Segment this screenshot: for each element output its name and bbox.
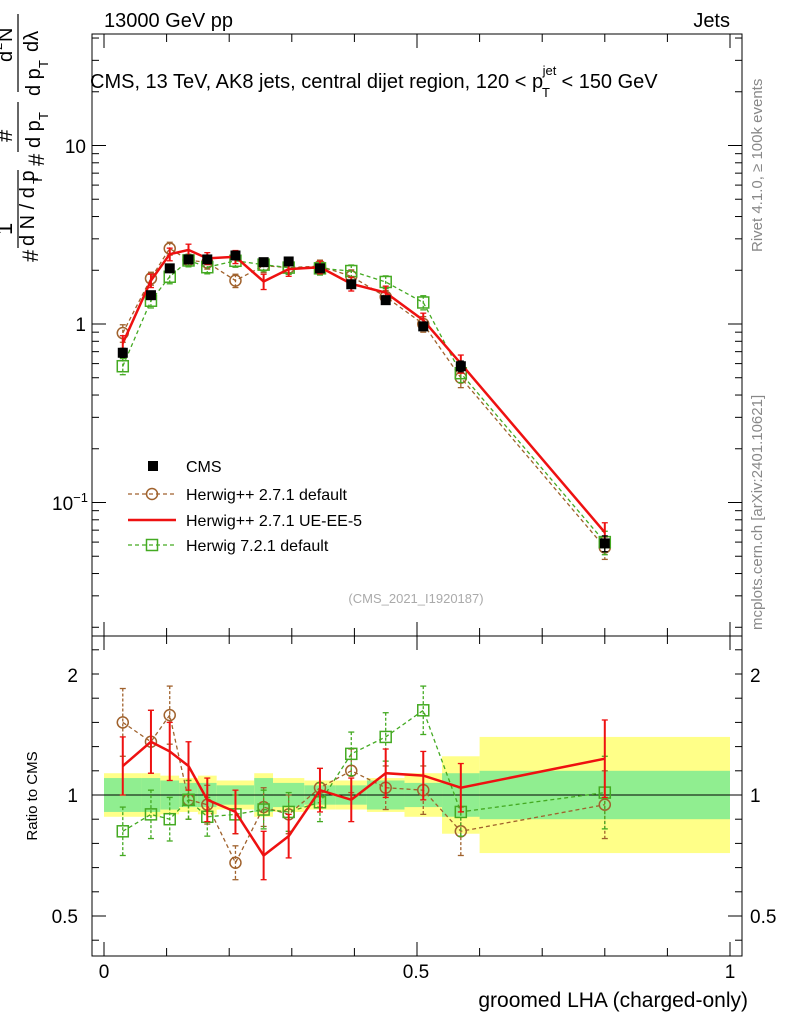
- svg-text:T: T: [30, 176, 45, 184]
- main-cms-point: [183, 254, 194, 265]
- svg-text:d N / d p: d N / d p: [17, 170, 39, 246]
- main-cms-point: [418, 321, 429, 332]
- main-cms-point: [283, 256, 294, 267]
- ratio-herwig7-default-point: [345, 747, 358, 761]
- main-cms-point: [258, 257, 269, 268]
- svg-text:N: N: [0, 28, 17, 42]
- main-cms-point: [202, 254, 213, 265]
- legend-label-herwig7: Herwig 7.2.1 default: [186, 538, 329, 555]
- analysis-watermark: (CMS_2021_I1920187): [348, 591, 483, 606]
- main-herwig7-default-line: [122, 259, 606, 543]
- svg-text:T: T: [36, 60, 51, 68]
- main-cms-point: [230, 250, 241, 261]
- title-pt-sup: jet: [542, 63, 557, 78]
- x-tick-1: 1: [725, 962, 736, 983]
- x-axis-label: groomed LHA (charged-only): [478, 989, 748, 1012]
- legend-marker-herwigpp-default: [145, 487, 159, 501]
- svg-text:#: #: [24, 153, 49, 166]
- ratio-ytick-05-right: 0.5: [750, 907, 776, 928]
- main-cms-point: [380, 295, 391, 306]
- title-pt-sub: T: [542, 85, 550, 100]
- ratio-herwigpp-default-point: [116, 716, 130, 729]
- main-cms-point: [455, 361, 466, 372]
- title-tail: < 150 GeV: [561, 71, 658, 93]
- main-cms-point: [145, 290, 156, 301]
- ratio-herwigpp-default-point: [345, 764, 358, 778]
- x-tick-05: 0.5: [403, 962, 429, 983]
- svg-text:d: d: [0, 51, 17, 62]
- ratio-ytick-1-right: 1: [750, 786, 761, 807]
- ratio-ytick-1: 1: [67, 786, 78, 807]
- main-herwigpp-ueee5-line: [121, 248, 606, 534]
- svg-text:#: #: [0, 129, 17, 142]
- ratio-ytick-2-right: 2: [750, 666, 761, 687]
- ratio-herwig7-default-point: [379, 730, 392, 744]
- legend: CMS Herwig++ 2.7.1 default Herwig++ 2.7.…: [128, 459, 362, 555]
- category-label: Jets: [693, 10, 730, 32]
- svg-text:d p: d p: [23, 68, 45, 96]
- main-herwigpp-default-point: [229, 274, 242, 287]
- svg-text:d p: d p: [23, 120, 45, 148]
- energy-label: 13000 GeV pp: [104, 10, 233, 32]
- main-cms-point: [314, 263, 325, 274]
- main-series-layer: [116, 241, 612, 561]
- legend-label-herwigpp-default: Herwig++ 2.7.1 default: [186, 487, 348, 504]
- main-herwig7-default-point: [417, 296, 430, 309]
- ratio-series-layer: [116, 685, 612, 881]
- ratio-herwig7-default-point: [116, 825, 130, 838]
- ratio-ytick-2: 2: [67, 666, 78, 687]
- source-label: mcplots.cern.ch [arXiv:2401.10621]: [749, 395, 766, 630]
- ratio-herwigpp-default-point: [229, 856, 242, 870]
- legend-marker-herwig7: [145, 538, 159, 552]
- svg-text:2: 2: [0, 43, 5, 50]
- ratio-ylabel: Ratio to CMS: [24, 751, 41, 840]
- main-ytick-1: 1: [75, 315, 86, 336]
- axes-layer: [91, 33, 743, 957]
- title-main: CMS, 13 TeV, AK8 jets, central dijet reg…: [90, 71, 526, 93]
- svg-text:#: #: [18, 249, 43, 262]
- main-ytick-10: 10: [65, 137, 86, 158]
- legend-label-herwigpp-ueee5: Herwig++ 2.7.1 UE-EE-5: [186, 513, 362, 530]
- main-ytick-01: 10−1: [52, 490, 88, 515]
- rivet-label: Rivet 4.1.0, ≥ 100k events: [749, 79, 766, 252]
- svg-text:T: T: [36, 112, 51, 120]
- main-cms-point: [117, 347, 128, 358]
- chart-title: CMS, 13 TeV, AK8 jets, central dijet reg…: [90, 58, 658, 102]
- legend-label-cms: CMS: [186, 459, 222, 476]
- main-cms-point: [346, 279, 357, 290]
- legend-marker-cms: [148, 461, 158, 471]
- main-cms-point: [599, 538, 610, 549]
- ratio-herwigpp-ueee5-line: [121, 740, 606, 858]
- ratio-herwig7-default-point: [144, 808, 158, 821]
- main-cms-point: [164, 263, 175, 274]
- ratio-herwig7-default-point: [417, 704, 430, 717]
- ratio-herwig7-default-point: [182, 793, 195, 807]
- main-herwigpp-default-line: [122, 247, 606, 548]
- svg-text:dλ: dλ: [21, 31, 43, 52]
- svg-text:1: 1: [0, 223, 17, 235]
- ratio-herwig7-default-point: [257, 803, 270, 816]
- main-ylabel: # d N / d p T 1 # d p T # d p T dλ d 2 N: [0, 14, 51, 262]
- ratio-herwig7-default-point: [163, 812, 176, 826]
- x-tick-0: 0: [99, 962, 110, 983]
- ratio-herwigpp-default-point: [454, 825, 468, 838]
- title-pt: p: [532, 71, 543, 93]
- main-herwig7-default-point: [116, 359, 130, 373]
- ratio-herwigpp-default-point: [163, 708, 176, 722]
- ratio-ytick-05: 0.5: [52, 907, 78, 928]
